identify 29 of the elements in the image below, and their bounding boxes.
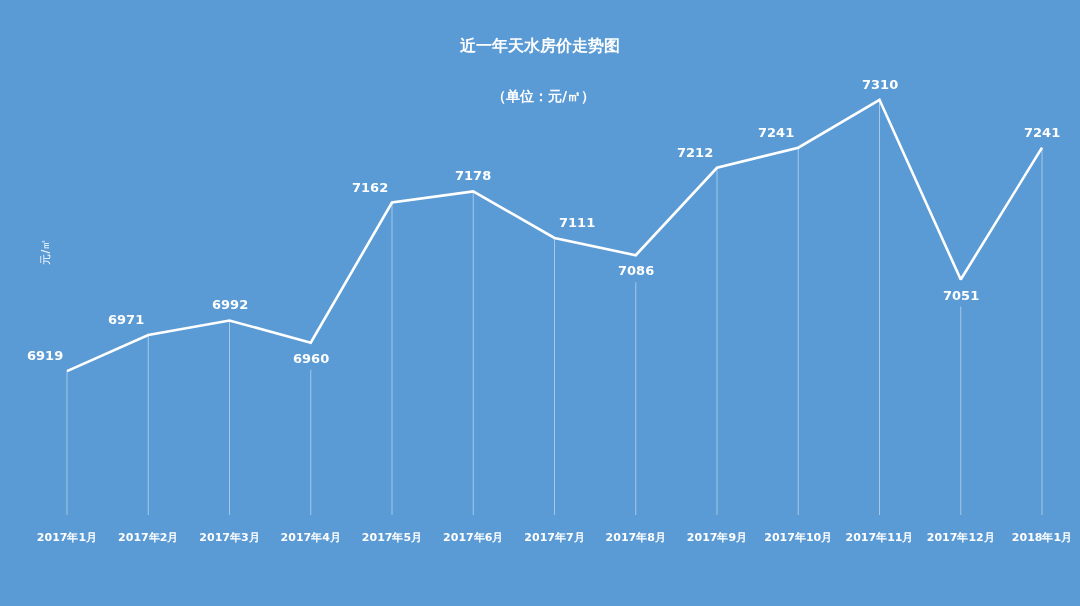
x-tick-label: 2017年5月 [361,531,423,544]
data-label: 7086 [618,263,655,278]
x-tick-label: 2017年10月 [764,531,833,544]
x-tick-label: 2017年2月 [118,531,179,544]
chart-title: 近一年天水房价走势图 [459,36,620,56]
data-label: 7212 [677,145,714,160]
x-tick-label: 2017年6月 [443,531,504,544]
data-label: 6992 [212,297,249,312]
chart-subtitle: （单位：元/㎡） [492,88,596,104]
x-tick-label: 2017年4月 [280,531,341,544]
x-tick-label: 2017年11月 [845,531,914,544]
x-tick-label: 2017年1月 [36,531,98,544]
data-label: 7162 [352,180,389,195]
data-label: 7051 [943,288,980,303]
data-label: 6971 [108,312,145,327]
x-tick-label: 2017年9月 [686,531,748,544]
data-label: 7111 [559,215,596,230]
x-tick-label: 2017年8月 [605,531,666,544]
data-label: 7310 [862,77,899,92]
x-tick-label: 2017年7月 [524,531,585,544]
data-label: 7241 [1024,125,1061,140]
data-label: 6960 [293,351,330,366]
y-axis-title: 元/㎡ [38,238,52,265]
x-tick-label: 2017年3月 [199,531,260,544]
x-tick-label: 2017年12月 [926,531,995,544]
x-tick-label: 2018年1月 [1011,531,1073,544]
data-label: 7178 [455,168,492,183]
data-label: 7241 [758,125,795,140]
data-label: 6919 [27,348,64,363]
